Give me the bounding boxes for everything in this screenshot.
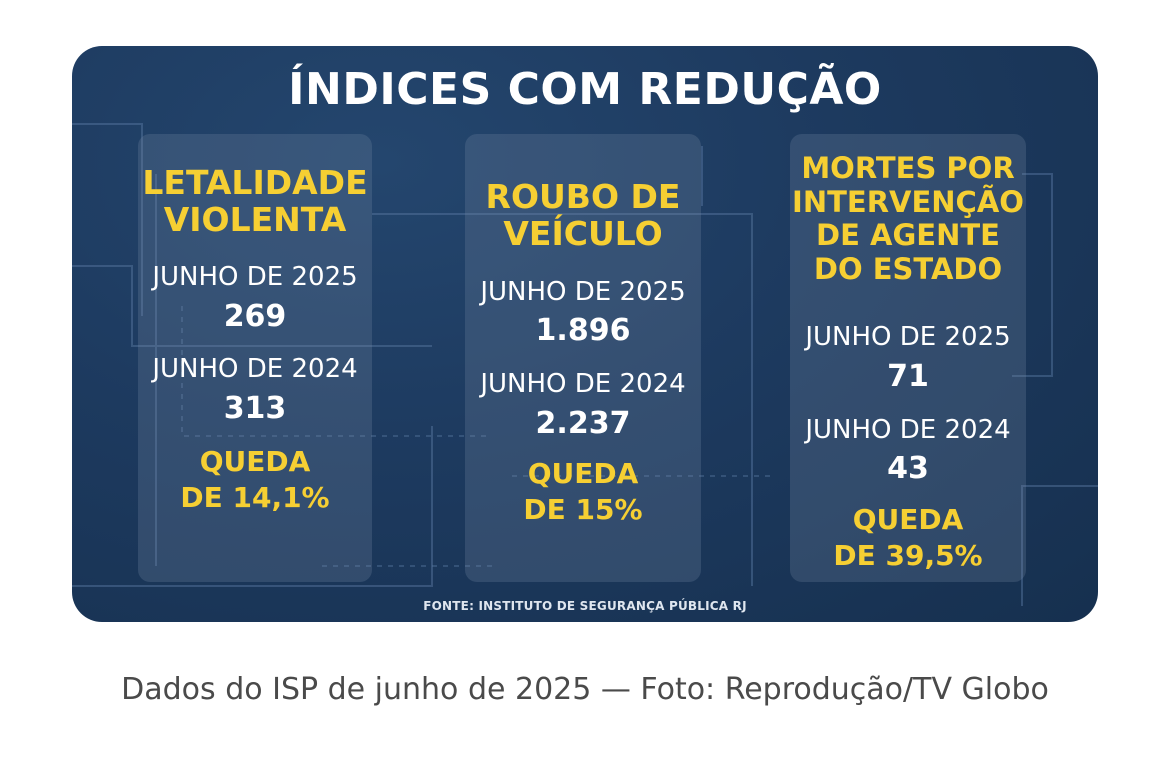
- period-2024-label: JUNHO DE 2024: [480, 369, 686, 399]
- drop-line: QUEDA: [527, 457, 639, 490]
- value-2025: 269: [223, 299, 287, 334]
- stat-card-lethality: LETALIDADE VIOLENTA JUNHO DE 2025 269 JU…: [138, 134, 372, 582]
- period-2024-label: JUNHO DE 2024: [805, 415, 1011, 445]
- drop-percentage: QUEDA DE 39,5%: [790, 502, 1026, 575]
- card-title-line: MORTES POR: [801, 151, 1015, 185]
- period-2024-label: JUNHO DE 2024: [152, 354, 358, 384]
- value-2024: 2.237: [535, 406, 631, 441]
- card-title-line: LETALIDADE: [142, 163, 368, 202]
- drop-line: DE 39,5%: [833, 539, 983, 573]
- card-title-line: VEÍCULO: [503, 214, 663, 254]
- drop-percentage: QUEDA DE 14,1%: [138, 444, 372, 517]
- drop-line: QUEDA: [199, 445, 311, 478]
- value-2024: 43: [887, 451, 929, 486]
- card-title: ROUBO DE VEÍCULO: [465, 178, 701, 253]
- infographic-headline: ÍNDICES COM REDUÇÃO: [288, 64, 882, 115]
- value-2024: 313: [223, 391, 287, 426]
- drop-percentage: QUEDA DE 15%: [465, 456, 701, 529]
- card-title-line: INTERVENÇÃO: [792, 184, 1024, 219]
- card-title: LETALIDADE VIOLENTA: [138, 164, 372, 239]
- stat-card-vehicle-theft: ROUBO DE VEÍCULO JUNHO DE 2025 1.896 JUN…: [465, 134, 701, 582]
- drop-line: QUEDA: [852, 503, 964, 536]
- card-title-line: VIOLENTA: [163, 200, 347, 240]
- value-2025: 1.896: [535, 313, 631, 348]
- card-title-line: DE AGENTE: [816, 218, 1000, 253]
- drop-line: DE 14,1%: [180, 481, 330, 515]
- source-credit: FONTE: INSTITUTO DE SEGURANÇA PÚBLICA RJ: [423, 599, 747, 613]
- circuit-background: [72, 123, 1098, 606]
- period-2025-label: JUNHO DE 2025: [152, 262, 358, 292]
- card-title: MORTES POR INTERVENÇÃO DE AGENTE DO ESTA…: [790, 151, 1026, 287]
- period-2025-label: JUNHO DE 2025: [480, 277, 686, 307]
- stat-card-state-agent-deaths: MORTES POR INTERVENÇÃO DE AGENTE DO ESTA…: [790, 134, 1026, 582]
- infographic-image: ÍNDICES COM REDUÇÃO LETALIDADE VIOLENTA …: [72, 46, 1098, 622]
- image-caption: Dados do ISP de junho de 2025 — Foto: Re…: [121, 672, 1049, 707]
- value-2025: 71: [887, 359, 929, 394]
- drop-line: DE 15%: [523, 493, 643, 527]
- period-2025-label: JUNHO DE 2025: [805, 322, 1011, 352]
- card-title-line: DO ESTADO: [813, 251, 1003, 286]
- card-title-line: ROUBO DE: [485, 177, 681, 216]
